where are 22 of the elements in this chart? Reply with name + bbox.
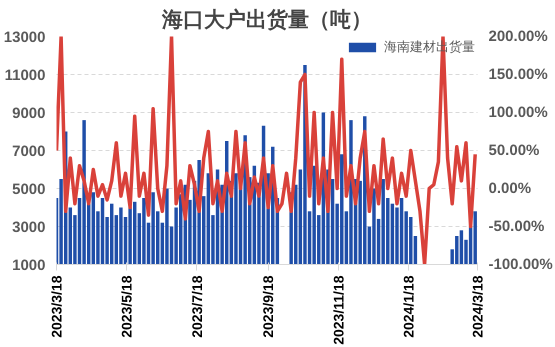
y-tick-label: 7000 <box>12 143 46 160</box>
x-tick-label: 2024/3/18 <box>470 275 486 338</box>
y2-tick-label: 200.00% <box>488 28 548 45</box>
y-tick-label: 3000 <box>12 219 46 236</box>
y2-tick-label: 150.00% <box>488 66 548 83</box>
y2-tick-label: -100.00% <box>488 256 553 273</box>
y2-tick-label: 0.00% <box>488 180 532 197</box>
y-tick-label: 5000 <box>12 181 46 198</box>
y-tick-label: 1000 <box>12 257 46 274</box>
x-tick-label: 2023/9/18 <box>260 275 276 338</box>
x-tick-label: 2024/1/18 <box>400 275 416 338</box>
y-tick-label: 13000 <box>4 29 46 46</box>
x-tick-label: 2023/3/18 <box>48 275 64 338</box>
y-tick-label: 9000 <box>12 105 46 122</box>
y2-tick-label: 50.00% <box>488 142 540 159</box>
x-tick-label: 2023/11/18 <box>330 275 346 345</box>
x-tick-label: 2023/5/18 <box>118 275 135 338</box>
y2-tick-label: -50.00% <box>488 218 544 235</box>
chart-title: 海口大户出货量（吨） <box>161 8 372 32</box>
y-tick-label: 11000 <box>4 67 46 84</box>
y2-tick-label: 100.00% <box>488 104 548 121</box>
x-tick-label: 2023/7/18 <box>188 275 205 338</box>
